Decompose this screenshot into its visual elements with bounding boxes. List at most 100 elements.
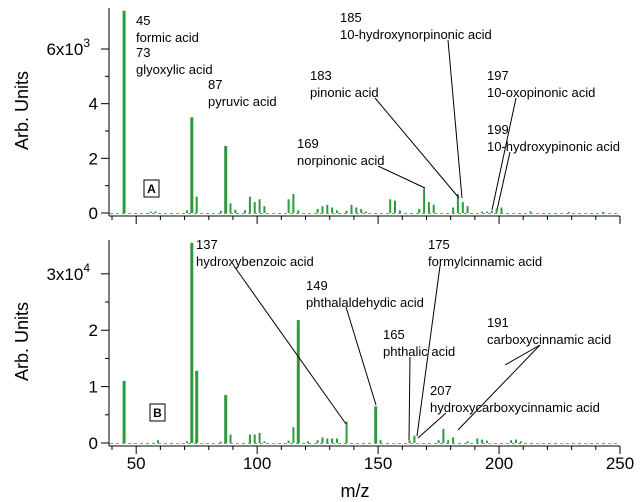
spectrum-bar [452,207,455,213]
spectrum-bar [413,435,416,443]
spectrum-bar [418,208,421,213]
annotation-mz: 183 [310,68,332,83]
annotation-compound: pinonic acid [310,85,379,100]
leader-line [504,344,541,366]
panel-a-tag: A [143,179,160,198]
x-tick-label: 150 [364,454,392,473]
leader-line [496,151,511,211]
panel-b-leader-lines [233,265,541,441]
panel-b-axes: 0 1 2 3x104 50 100 150 200 250 Arb. Units [12,240,634,473]
leader-line [457,344,541,431]
spectrum-bar [568,211,571,213]
spectrum-bar [224,146,228,213]
spectrum-bar [345,421,348,443]
spectrum-bar [258,432,261,443]
spectrum-bar [408,440,411,443]
annotation-mz: 137 [196,237,218,252]
annotation-mz: 45 [136,13,150,28]
spectrum-bar [466,206,469,213]
spectrum-bar [316,208,319,213]
spectrum-bar [219,210,222,213]
spectrum-bar [244,210,246,213]
spectrum-bar [190,117,194,213]
spectrum-bar [336,438,338,443]
annotation-compound: formylcinnamic acid [428,254,542,269]
annotation-compound: carboxycinnamic acid [487,332,611,347]
spectrum-bar [602,211,605,213]
annotation-compound: norpinonic acid [297,153,384,168]
annotation-compound: 10-hydroxypinonic acid [487,139,620,154]
spectrum-bar [476,438,479,443]
y-axis-title: Arb. Units [12,71,32,150]
spectrum-bar [437,440,440,443]
spectrum-bar [355,207,358,213]
spectrum-bar [350,204,353,213]
spectrum-bar [154,211,157,213]
spectrum-bar [195,196,198,213]
spectrum-bar [263,441,266,443]
y-tick-label: 0 [89,204,98,223]
spectrum-bar [149,211,152,213]
spectrum-bar [321,206,324,213]
spectrum-bar [466,441,469,443]
spectrum-bar [234,209,237,213]
annotation-compound: 10-hydroxynorpinonic acid [340,27,492,42]
spectrum-bar [452,437,455,443]
leader-line [345,306,377,406]
y-tick-label: 3x104 [46,261,90,284]
spectrum-bar [229,203,232,213]
x-tick-label: 50 [127,454,146,473]
spectrum-bar [447,440,450,443]
spectrum-bar [461,202,464,213]
spectrum-bar [224,395,228,443]
spectrum-bar [296,320,300,443]
annotation-mz: 73 [136,45,150,60]
annotation-compound: hydroxybenzoic acid [196,254,314,269]
spectrum-bar [122,381,126,443]
leader-line [377,165,426,189]
spectrum-bar [379,440,382,443]
annotation-mz: 165 [383,327,405,342]
spectrum-bar [287,440,290,443]
spectrum-bar [186,210,188,213]
spectrum-bar [258,199,261,213]
spectrum-bar [122,10,126,214]
leader-line [408,356,411,441]
spectrum-bar [427,202,430,213]
spectrum-bar [253,434,256,443]
y-axis-title: Arb. Units [12,302,32,381]
annotation-mz: 191 [487,315,509,330]
y-tick-label: 2 [89,321,98,340]
spectrum-bar [287,199,290,213]
panel-b-tag-label: B [153,406,162,420]
spectrum-bar [389,199,392,213]
annotation-mz: 169 [297,136,319,151]
annotation-mz: 87 [208,77,222,92]
spectrum-bar [331,438,334,443]
annotation-mz: 149 [306,278,328,293]
spectrum-bar [495,208,498,213]
y-tick-exponent: 4 [83,261,90,275]
spectrum-bar [229,434,232,443]
spectrum-bar [481,439,484,443]
spectrum-bar [219,441,222,443]
spectrum-bar [456,193,459,213]
spectrum-bar [195,370,199,443]
spectrum-bar [336,210,338,213]
annotation-mz: 175 [428,237,450,252]
spectrum-bar [186,441,188,443]
spectrum-bar [190,242,194,443]
y-tick-exponent: 3 [83,36,90,50]
x-tick-label: 200 [485,454,513,473]
spectrum-bar [321,437,324,443]
leader-line [491,97,517,211]
spectrum-bar [326,438,329,443]
spectrum-bar [490,210,493,213]
leader-line [416,265,441,437]
spectrum-bar [292,427,295,443]
spectrum-bar [486,440,488,443]
annotation-mz: 185 [340,10,362,25]
spectrum-bar [292,193,295,213]
